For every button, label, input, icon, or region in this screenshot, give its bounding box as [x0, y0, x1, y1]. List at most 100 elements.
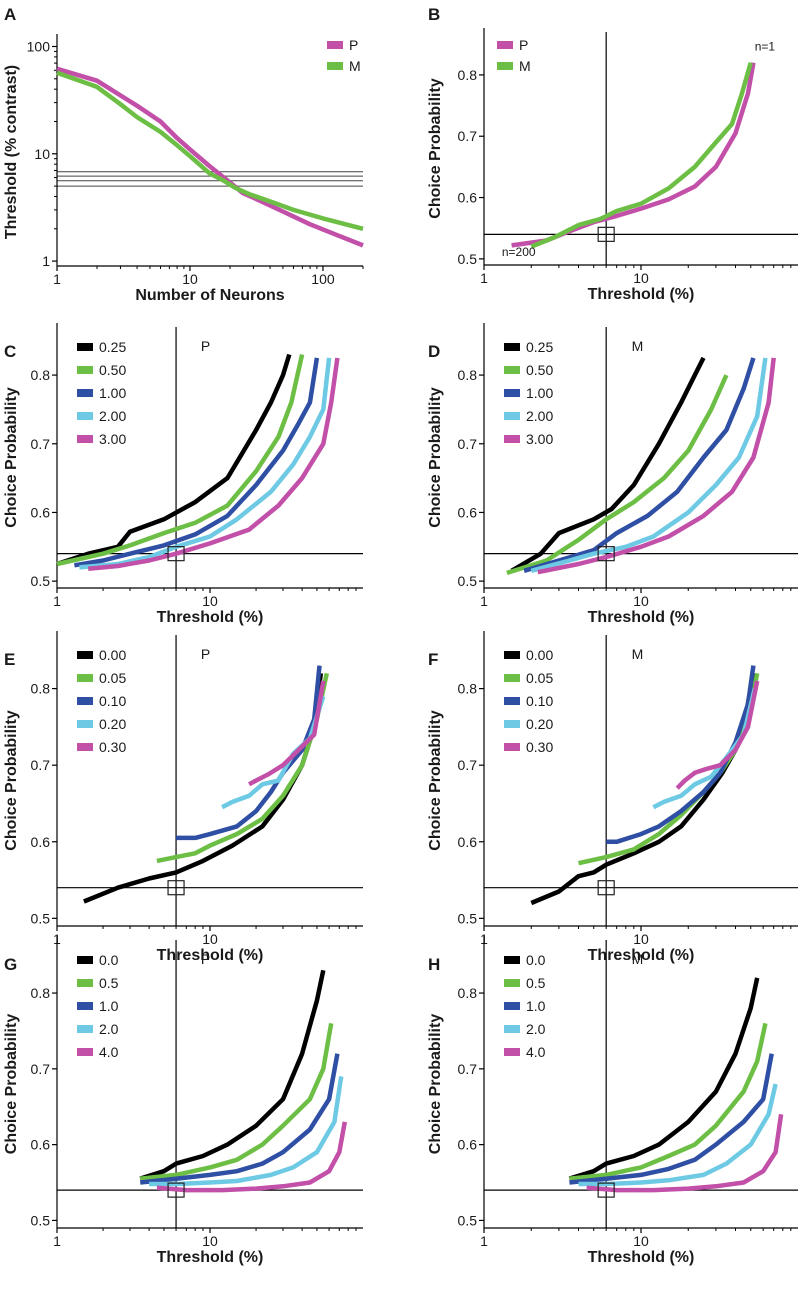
annotation-label: n=1 — [755, 39, 776, 53]
panel-b: B 1 10 0.5 0.6 0.7 0.8 Threshold (%) Choice Prob… — [427, 5, 798, 303]
legend-label: 0.5 — [526, 975, 546, 991]
legend-swatch — [497, 62, 513, 70]
reference-marker-square — [167, 880, 185, 896]
series-line-1.00 — [523, 357, 756, 573]
series-line-0.00 — [530, 672, 756, 906]
legend-swatch — [504, 743, 520, 751]
legend-label: 0.10 — [99, 693, 126, 709]
x-axis-title: Threshold (%) — [588, 1249, 695, 1266]
legend-swatch — [497, 41, 513, 49]
series-line-M — [56, 70, 364, 231]
legend-swatch — [504, 366, 520, 374]
population-label: M — [632, 951, 644, 967]
y-tick-label: 0.5 — [458, 910, 478, 926]
legend-label: 0.00 — [526, 647, 553, 663]
legend-label: 0.00 — [99, 647, 126, 663]
series-line-0.30 — [248, 680, 326, 787]
series-line-P — [511, 62, 756, 248]
legend-swatch — [77, 697, 93, 705]
y-tick-label: 0.5 — [458, 251, 478, 267]
series-line-1.00 — [74, 357, 320, 568]
y-tick-label: 0.6 — [458, 504, 478, 520]
x-tick-label: 10 — [202, 931, 218, 947]
legend-label: 1.0 — [99, 998, 119, 1014]
series-line-M — [530, 62, 753, 249]
legend-swatch — [327, 62, 343, 70]
y-tick-label: 0.7 — [31, 757, 51, 773]
legend-label: 0.25 — [526, 339, 553, 355]
series-line-0.25 — [56, 353, 292, 567]
legend-label: 3.00 — [526, 431, 553, 447]
y-tick-label: 0.5 — [31, 573, 51, 589]
series-line-4.0 — [156, 1121, 348, 1193]
series-line-3.00 — [537, 357, 776, 575]
legend-swatch — [327, 41, 343, 49]
series-line-0.5 — [139, 1023, 334, 1181]
panel-g: G 1 10 0.5 0.6 0.7 0.8 Threshold (%) Choice Prob… — [3, 936, 363, 1266]
legend-swatch — [504, 389, 520, 397]
panel-letter: B — [428, 5, 440, 24]
x-tick-label: 1 — [480, 593, 488, 609]
panel-a: A 1 10 100 1 10 100 Number of Neurons Threshold … — [3, 5, 364, 304]
legend-label: 0.20 — [526, 716, 553, 732]
legend-swatch — [77, 1048, 93, 1056]
panel-letter: H — [428, 955, 440, 974]
y-axis-title: Choice Probability — [3, 710, 20, 851]
y-tick-label: 0.7 — [458, 128, 478, 144]
population-label: M — [632, 646, 644, 662]
x-axis-title: Threshold (%) — [157, 947, 264, 964]
x-tick-label: 10 — [182, 271, 198, 287]
x-axis-title: Threshold (%) — [588, 609, 695, 626]
population-label: P — [201, 646, 210, 662]
reference-marker-square — [597, 880, 615, 896]
reference-marker-square — [597, 226, 615, 242]
series-line-0.0 — [568, 977, 760, 1181]
panel-letter: F — [428, 650, 438, 669]
y-axis-title: Choice Probability — [427, 1014, 444, 1155]
legend-label: 0.30 — [99, 739, 126, 755]
y-tick-label: 0.6 — [458, 1137, 478, 1153]
series-line-2.00 — [530, 357, 768, 573]
panel-letter: G — [4, 955, 17, 974]
y-tick-label: 0.8 — [458, 367, 478, 383]
legend-label: 2.00 — [99, 408, 126, 424]
series-line-0.50 — [56, 354, 305, 567]
population-label: P — [201, 338, 210, 354]
legend-label: 0.30 — [526, 739, 553, 755]
series-line-0.10 — [606, 665, 756, 845]
legend-swatch — [77, 435, 93, 443]
y-tick-label: 0.7 — [31, 1061, 51, 1077]
series-line-0.0 — [139, 969, 326, 1181]
legend-swatch — [77, 651, 93, 659]
series-line-1.0 — [139, 1053, 340, 1185]
legend-swatch — [504, 1025, 520, 1033]
reference-marker-square — [167, 1182, 185, 1198]
y-tick-label: 0.6 — [458, 190, 478, 206]
legend-label: 0.5 — [99, 975, 119, 991]
legend-label: 0.25 — [99, 339, 126, 355]
panel-h: H 1 10 0.5 0.6 0.7 0.8 Threshold (%) Choice Prob… — [427, 936, 798, 1266]
y-tick-label: 0.5 — [31, 910, 51, 926]
x-tick-label: 10 — [633, 1233, 649, 1249]
y-axis-title: Choice Probability — [3, 387, 20, 528]
x-tick-label: 100 — [311, 271, 335, 287]
panel-letter: C — [4, 342, 16, 361]
legend-label: 2.0 — [99, 1021, 119, 1037]
y-tick-label: 0.7 — [458, 757, 478, 773]
series-line-1.0 — [569, 1053, 774, 1185]
series-line-2.0 — [149, 1076, 344, 1187]
x-tick-label: 1 — [480, 1233, 488, 1249]
y-tick-label: 0.6 — [31, 504, 51, 520]
legend-label: M — [519, 58, 531, 74]
population-label: P — [201, 951, 210, 967]
series-line-0.25 — [510, 356, 706, 573]
y-tick-label: 0.8 — [31, 985, 51, 1001]
x-tick-label: 1 — [53, 593, 61, 609]
panel-letter: A — [4, 5, 16, 24]
y-tick-label: 0.8 — [31, 367, 51, 383]
legend-label: M — [349, 58, 361, 74]
y-axis-title: Choice Probability — [427, 78, 444, 219]
panel-d: D 1 10 0.5 0.6 0.7 0.8 Threshold (%) Choice Prob… — [427, 323, 798, 626]
